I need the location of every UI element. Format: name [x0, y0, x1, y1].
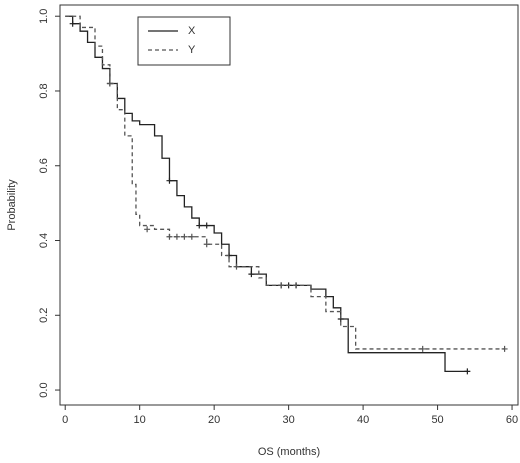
legend-box — [137, 16, 231, 66]
censor-mark — [144, 226, 151, 233]
survival-curve — [65, 15, 468, 373]
censor-mark — [278, 282, 285, 289]
censor-mark — [419, 345, 426, 352]
y-axis-title: Probability — [6, 179, 18, 231]
censor-mark — [181, 233, 188, 240]
censor-mark — [188, 233, 195, 240]
censor-mark — [233, 263, 240, 270]
y-tick-label: 0.2 — [38, 308, 50, 323]
x-tick-label: 50 — [431, 414, 443, 426]
censor-mark — [248, 271, 255, 278]
censor-mark — [501, 345, 508, 352]
x-tick-label: 10 — [134, 414, 146, 426]
censor-mark — [203, 241, 210, 248]
y-tick-label: 1.0 — [38, 9, 50, 24]
y-tick-label: 0.8 — [38, 83, 50, 98]
y-tick-label: 0.0 — [38, 382, 50, 397]
x-axis-title: OS (months) — [258, 446, 320, 458]
survival-curve — [65, 15, 505, 350]
censor-mark — [69, 20, 76, 27]
censor-mark — [173, 233, 180, 240]
y-tick-label: 0.6 — [38, 158, 50, 173]
censor-mark — [166, 233, 173, 240]
legend-label: X — [188, 25, 196, 37]
x-tick-label: 0 — [62, 414, 68, 426]
censor-mark — [203, 222, 210, 229]
x-tick-label: 20 — [208, 414, 220, 426]
censor-mark — [464, 368, 471, 375]
x-tick-label: 60 — [506, 414, 518, 426]
censor-mark — [166, 177, 173, 184]
plot-frame — [59, 4, 519, 406]
x-tick-label: 30 — [283, 414, 295, 426]
x-tick-label: 40 — [357, 414, 369, 426]
censor-mark — [196, 222, 203, 229]
censor-mark — [106, 80, 113, 87]
y-tick-label: 0.4 — [38, 233, 50, 248]
legend-label: Y — [188, 44, 196, 56]
